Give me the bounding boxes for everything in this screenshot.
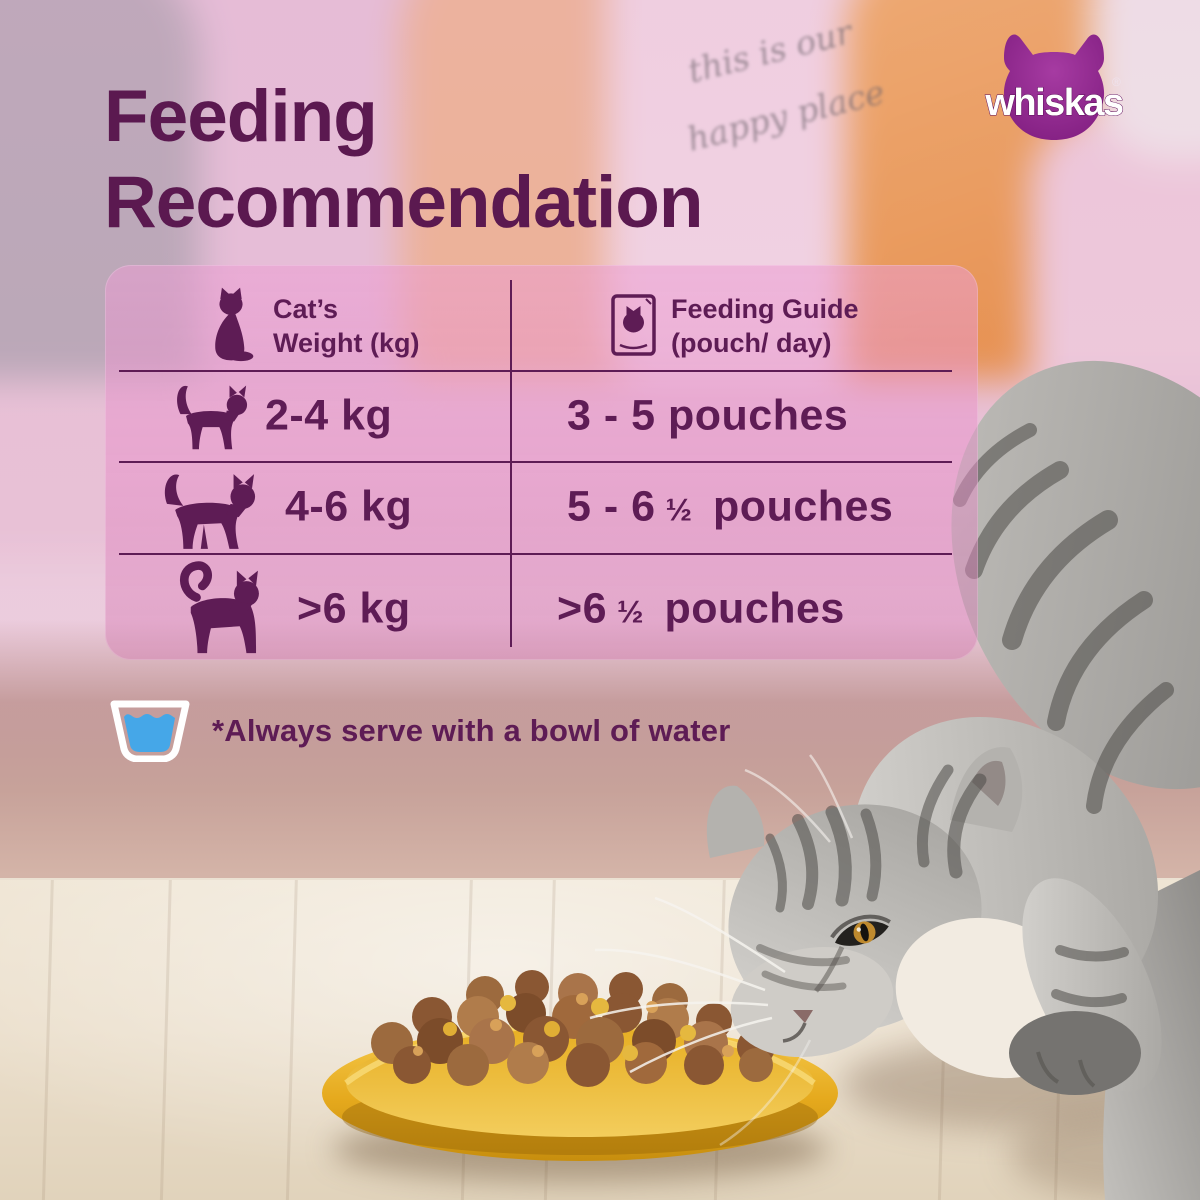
sitting-cat-icon: [215, 287, 254, 362]
floor-plank-line: [158, 880, 173, 1200]
feeding-table-panel: Cat’s Weight (kg) Feeding Guide (pouch/ …: [105, 265, 978, 660]
cat-nose: [782, 1010, 813, 1043]
cat-eye: [830, 914, 891, 946]
col-header-guide: Feeding Guide (pouch/ day): [671, 294, 859, 358]
title-line2: Recommendation: [104, 162, 703, 244]
cat-food-chunks: [371, 970, 775, 1087]
cat-body: [706, 360, 1200, 1200]
large-cat-icon: [179, 561, 259, 654]
weight-row3: >6 kg: [297, 584, 411, 633]
cat-muzzle: [730, 946, 894, 1058]
pouches-row3: >6 ½ pouches: [557, 584, 845, 633]
row-divider: [119, 370, 952, 372]
whiskas-logo: whiskas ®: [984, 34, 1125, 140]
title-line1: Feeding: [104, 76, 378, 157]
cat-ear-left: [706, 785, 765, 858]
col-header-weight: Cat’s Weight (kg): [273, 294, 420, 358]
column-divider: [510, 280, 512, 647]
logo-wordmark: whiskas: [984, 82, 1123, 124]
registered-mark: ®: [1112, 75, 1121, 89]
pouches-row1: 3 - 5 pouches: [567, 391, 849, 440]
food-pouch-icon: [611, 294, 656, 356]
water-note-text: *Always serve with a bowl of water: [212, 713, 731, 748]
floor-plank-line: [284, 880, 299, 1200]
tabby-cat: [589, 360, 1200, 1200]
cat-whiskers: [589, 754, 854, 1147]
small-cat-icon: [177, 385, 248, 450]
weight-row1: 2-4 kg: [265, 391, 393, 440]
water-bowl-icon: [110, 700, 190, 762]
food-plate: [322, 970, 838, 1161]
page-title: Feeding Recommendation: [104, 74, 703, 246]
cat-paw: [1009, 1011, 1141, 1095]
logo-cat-head-shape: [1003, 34, 1105, 140]
row-divider: [119, 461, 952, 463]
weight-row2: 4-6 kg: [285, 482, 413, 531]
row-divider: [119, 553, 952, 555]
medium-cat-icon: [164, 474, 256, 549]
floor-plank-line: [40, 880, 55, 1200]
